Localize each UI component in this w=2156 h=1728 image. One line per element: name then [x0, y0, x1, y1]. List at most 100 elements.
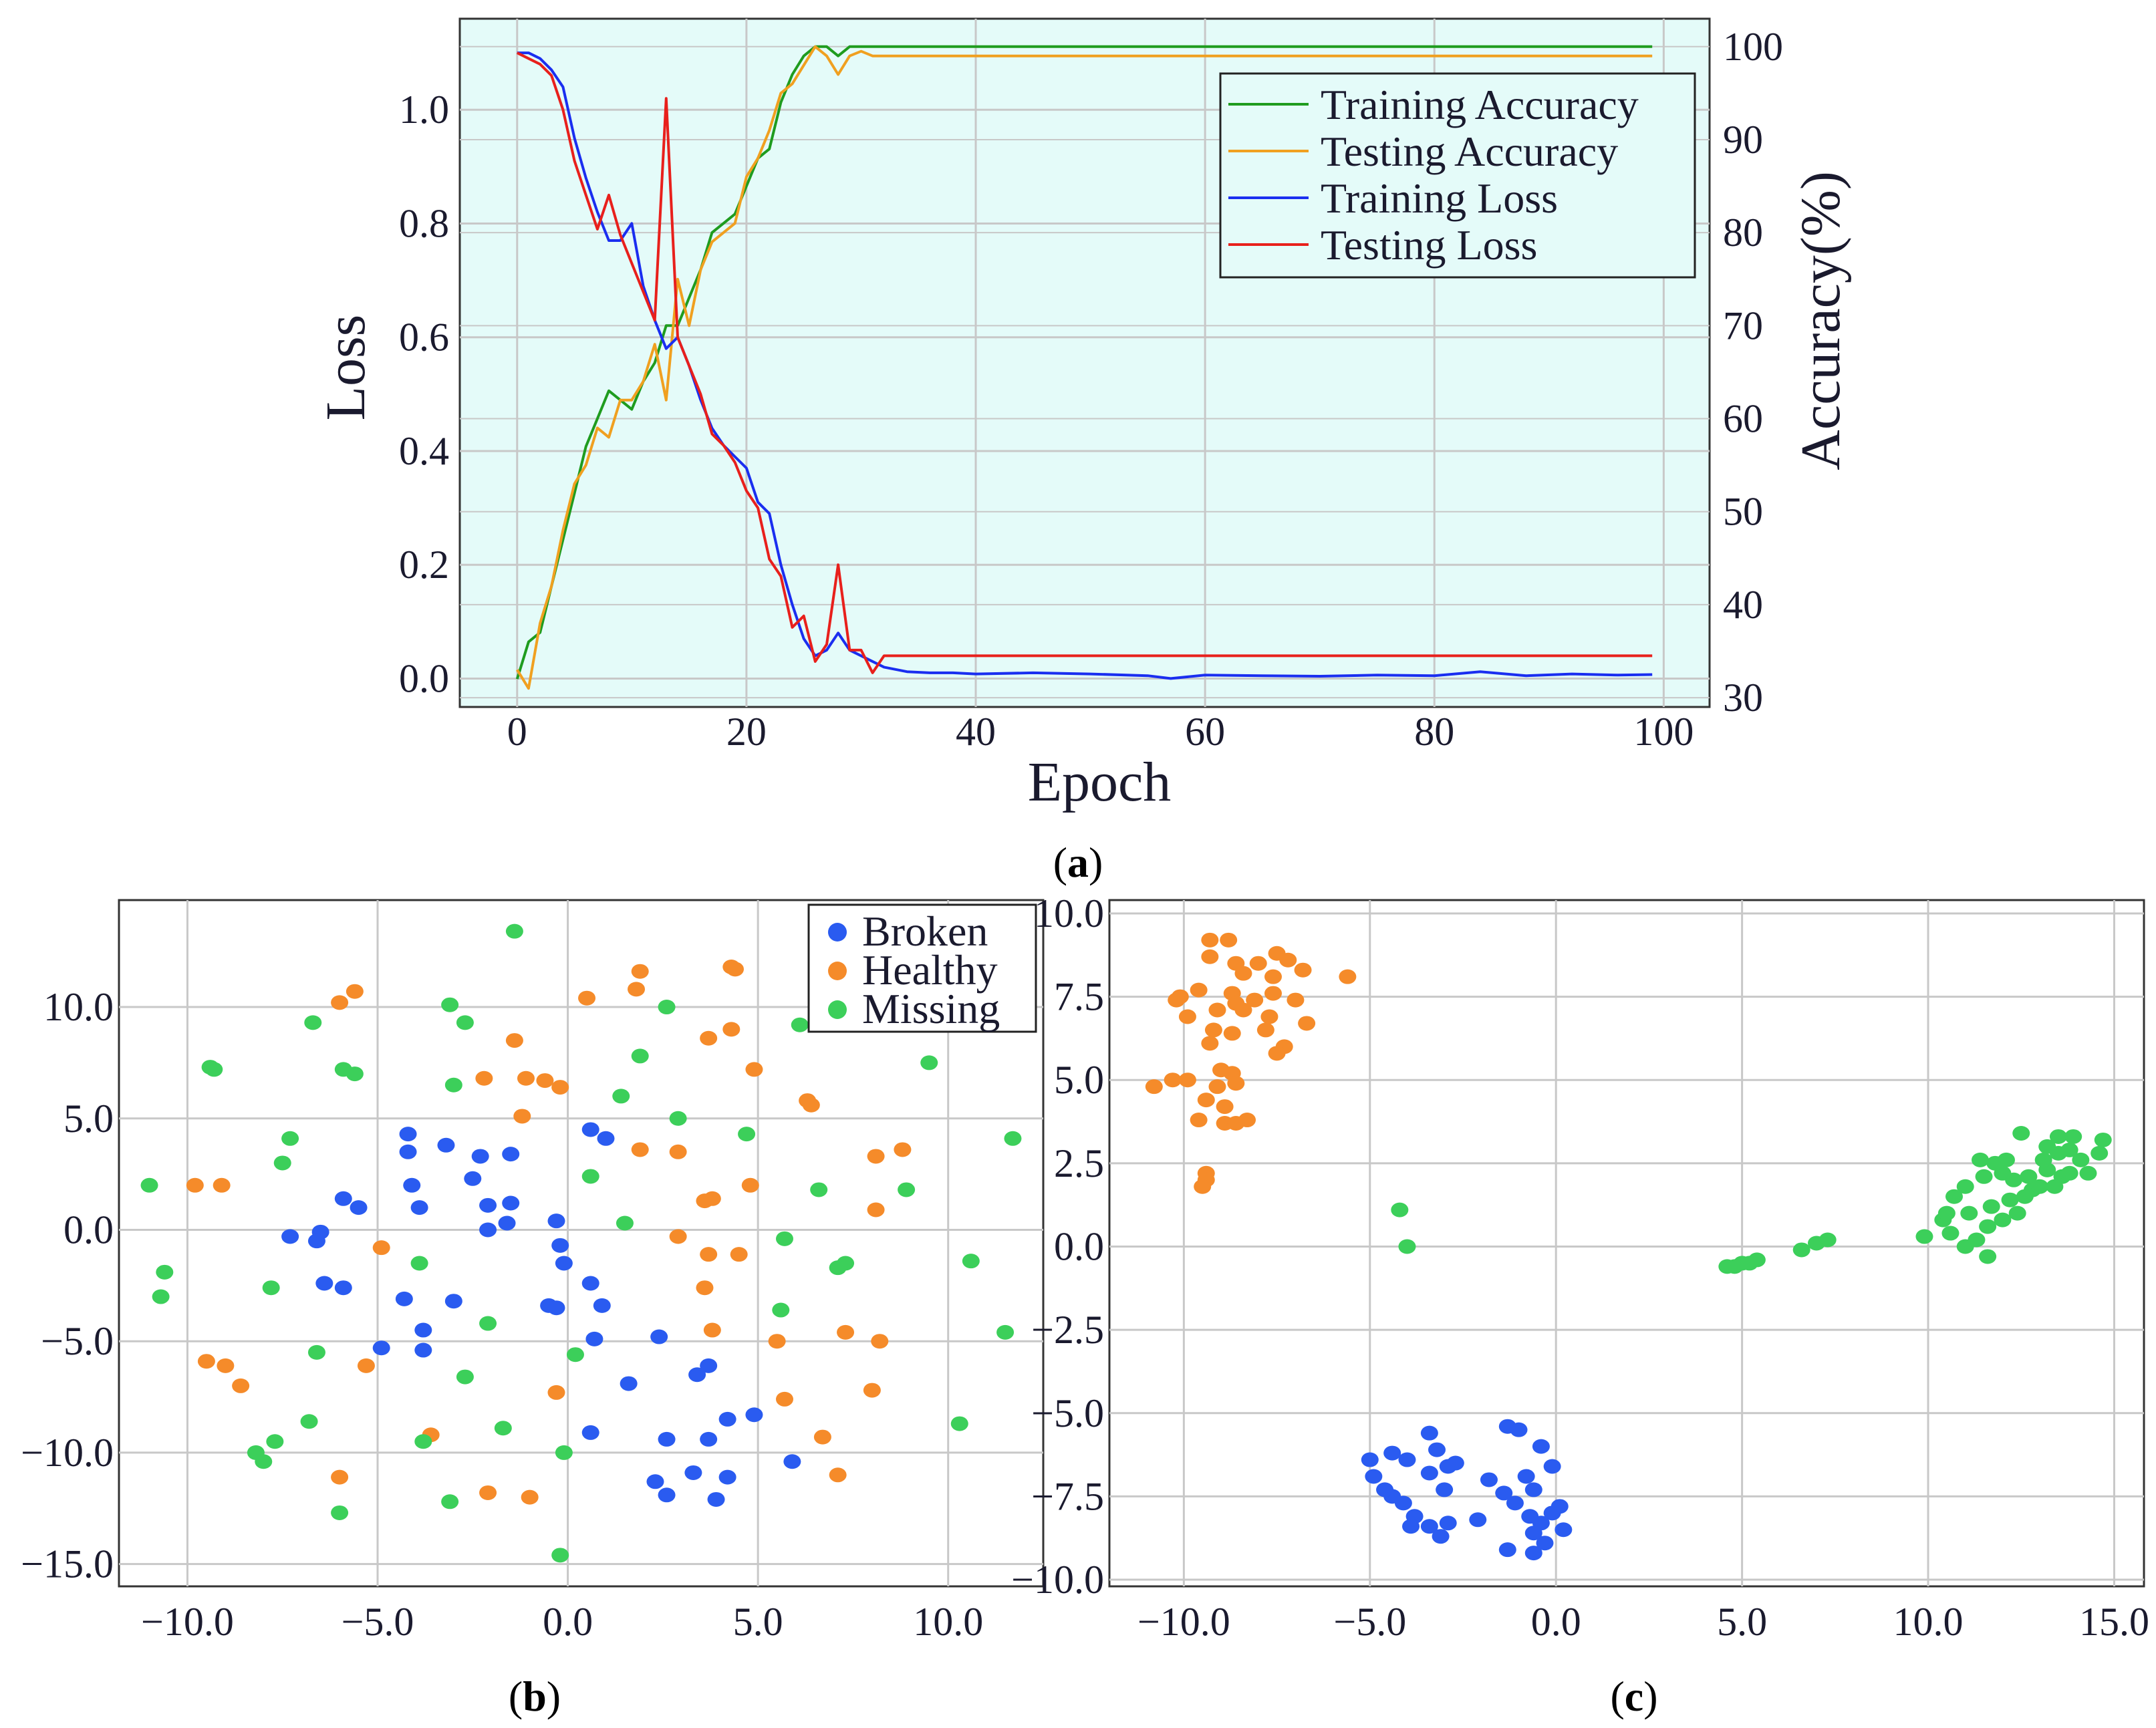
healthy-point	[1264, 969, 1283, 984]
healthy-point	[232, 1378, 250, 1393]
healthy-point	[186, 1177, 204, 1193]
missing-point	[441, 997, 459, 1012]
broken-point	[1543, 1459, 1561, 1474]
broken-point	[597, 1131, 615, 1146]
x-tick-label: −10.0	[1137, 1600, 1230, 1644]
healthy-point	[331, 1469, 349, 1485]
missing-point	[1997, 1152, 2015, 1167]
y-tick-label: −10.0	[21, 1431, 114, 1475]
missing-point	[262, 1280, 280, 1296]
y-axis-label-right-a: Accuracy(%)	[1790, 171, 1852, 470]
broken-point	[1498, 1542, 1516, 1558]
healthy-point	[829, 1467, 847, 1483]
healthy-point	[1194, 1179, 1212, 1194]
healthy-point	[1227, 1116, 1245, 1131]
broken-point	[502, 1195, 520, 1211]
missing-point	[2034, 1152, 2052, 1167]
broken-point	[684, 1465, 702, 1480]
missing-point	[2094, 1132, 2112, 1147]
missing-point	[555, 1445, 573, 1460]
healthy-point	[1256, 1022, 1274, 1038]
healthy-point	[1201, 1036, 1219, 1051]
broken-point	[444, 1294, 462, 1309]
healthy-point	[1208, 1002, 1226, 1018]
healthy-point	[1164, 1072, 1182, 1088]
missing-point	[1792, 1242, 1810, 1258]
y-tick-label: 0.6	[399, 315, 449, 359]
missing-point	[1818, 1232, 1837, 1248]
y-ticks-c: −10.0 −7.5 −5.0 −2.5 0.0 2.5 5.0 7.5 10.0	[1011, 891, 1104, 1602]
missing-point	[551, 1548, 569, 1563]
broken-point	[581, 1122, 599, 1137]
broken-point	[1420, 1465, 1438, 1481]
missing-point	[304, 1015, 322, 1030]
missing-point	[1968, 1232, 1986, 1248]
x-tick-label: −10.0	[141, 1600, 234, 1644]
y-tick-label: −7.5	[1031, 1474, 1104, 1518]
missing-point	[2038, 1139, 2056, 1154]
missing-point	[898, 1182, 916, 1197]
healthy-point	[1279, 952, 1297, 968]
healthy-point	[505, 1033, 523, 1048]
broken-point	[1495, 1485, 1513, 1501]
missing-point	[414, 1434, 432, 1449]
scatter-points-b	[140, 923, 1022, 1563]
healthy-point	[669, 1229, 687, 1244]
x-ticks-c: −10.0 −5.0 0.0 5.0 10.0 15.0	[1137, 1600, 2149, 1644]
y-tick-label: 10.0	[1034, 891, 1104, 935]
legend-label-training-loss: Training Loss	[1321, 174, 1558, 222]
missing-point	[2091, 1145, 2109, 1161]
broken-point	[414, 1342, 432, 1358]
missing-point	[1398, 1239, 1416, 1254]
broken-point	[620, 1376, 638, 1391]
missing-point	[1982, 1199, 2000, 1214]
healthy-point	[867, 1149, 885, 1164]
missing-point	[616, 1215, 634, 1231]
broken-point	[410, 1200, 428, 1215]
healthy-point	[1264, 986, 1283, 1001]
broken-point	[1506, 1495, 1524, 1511]
healthy-point	[1234, 966, 1252, 981]
healthy-point	[1260, 1009, 1278, 1024]
broken-point	[1532, 1439, 1550, 1454]
y-ticks-right-a: 30 40 50 60 70 80 90 100	[1723, 25, 1783, 720]
missing-point	[410, 1256, 428, 1271]
healthy-point	[631, 964, 649, 979]
broken-point	[1432, 1529, 1450, 1544]
broken-point	[399, 1127, 417, 1142]
missing-point	[669, 1111, 687, 1126]
healthy-point	[726, 962, 744, 977]
x-tick-label: 5.0	[1717, 1600, 1767, 1644]
x-tick-label: −5.0	[342, 1600, 414, 1644]
x-tick-label: 10.0	[913, 1600, 983, 1644]
broken-point	[1365, 1469, 1383, 1484]
missing-point	[1937, 1205, 1956, 1221]
missing-point	[950, 1416, 968, 1431]
broken-point	[707, 1491, 725, 1507]
y-tick-label: −15.0	[21, 1542, 114, 1586]
y-tick-label-right: 90	[1723, 118, 1763, 162]
broken-point	[646, 1474, 664, 1489]
broken-point	[372, 1340, 390, 1356]
missing-point	[2020, 1169, 2038, 1184]
healthy-point	[703, 1322, 721, 1338]
y-tick-label: 0.0	[399, 656, 449, 700]
healthy-point	[372, 1240, 390, 1256]
healthy-point	[521, 1489, 539, 1505]
healthy-point	[775, 1391, 793, 1407]
missing-point	[2060, 1142, 2078, 1157]
broken-point	[1383, 1445, 1401, 1461]
healthy-point	[513, 1109, 531, 1124]
x-tick-label: −5.0	[1333, 1600, 1406, 1644]
y-tick-label-right: 70	[1723, 303, 1763, 347]
y-tick-label-right: 30	[1723, 676, 1763, 720]
y-tick-label: 5.0	[63, 1097, 114, 1141]
legend-label-missing: Missing	[862, 985, 1000, 1032]
missing-point	[1941, 1226, 1960, 1241]
broken-point	[1551, 1499, 1569, 1514]
y-tick-label-right: 50	[1723, 490, 1763, 534]
missing-point	[1979, 1249, 1997, 1264]
broken-point	[1428, 1442, 1446, 1457]
